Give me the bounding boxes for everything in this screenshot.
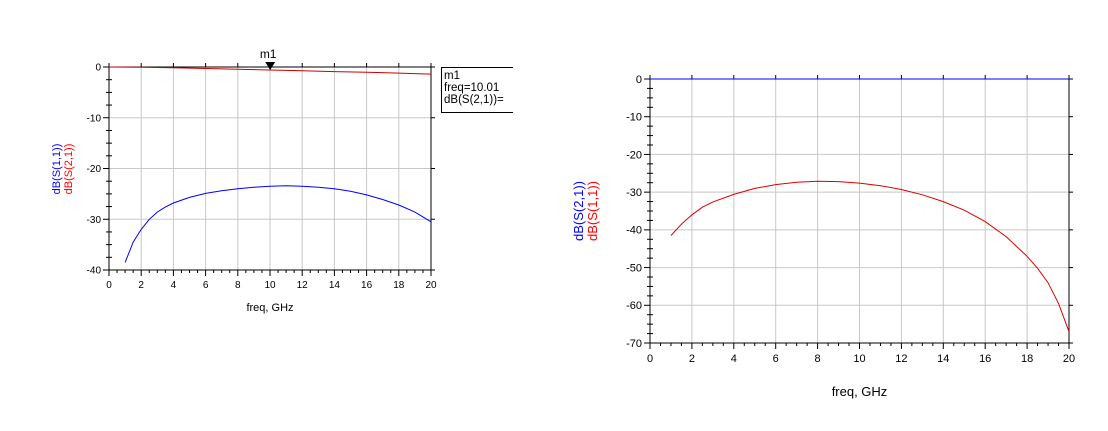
x-tick-label: 14 bbox=[937, 353, 949, 365]
y-axis-label: dB(S(1,1)) bbox=[51, 144, 63, 195]
x-tick-label: 16 bbox=[979, 353, 991, 365]
series-line-db-s-1-1- bbox=[124, 185, 432, 263]
x-axis-label: freq, GHz bbox=[832, 384, 888, 399]
y-tick-label: -60 bbox=[626, 300, 642, 312]
y-tick-label: -70 bbox=[626, 338, 642, 350]
y-tick-label: 0 bbox=[95, 63, 101, 74]
grid bbox=[108, 66, 432, 271]
x-tick-label: 10 bbox=[264, 280, 276, 291]
x-tick-label: 0 bbox=[647, 353, 653, 365]
series-line-db-s-2-1- bbox=[108, 66, 432, 75]
y-tick-label: -50 bbox=[626, 262, 642, 274]
x-tick-label: 0 bbox=[106, 280, 112, 291]
x-tick-label: 18 bbox=[1021, 353, 1033, 365]
chart-2: 0 2 4 6 8 10 12 14 16 18 20 0 -10 -20 -30 -40 -50 -60 -70 f… bbox=[571, 74, 1075, 399]
x-tick-label: 2 bbox=[689, 353, 695, 365]
y-axis-label: dB(S(2,1)) bbox=[63, 144, 75, 195]
series-line-db-s-1-1- bbox=[670, 180, 1070, 332]
y-tick-label: 0 bbox=[636, 74, 642, 86]
chart-1: 0 2 4 6 8 10 12 14 16 18 20 0 -10 -20 -30 -40 freq, GHz d… bbox=[51, 47, 513, 314]
y-tick-label: -20 bbox=[626, 149, 642, 161]
readout-line: m1 bbox=[444, 70, 460, 82]
y-axis-label: dB(S(1,1)) bbox=[585, 181, 600, 241]
axis-ticks bbox=[644, 75, 1073, 349]
y-tick-label: -30 bbox=[87, 215, 102, 226]
x-tick-label: 16 bbox=[361, 280, 373, 291]
x-tick-label: 8 bbox=[235, 280, 241, 291]
x-tick-label: 12 bbox=[297, 280, 309, 291]
y-tick-label: -20 bbox=[87, 164, 102, 175]
x-tick-label: 12 bbox=[895, 353, 907, 365]
x-tick-label: 20 bbox=[1063, 353, 1075, 365]
x-tick-label: 14 bbox=[329, 280, 341, 291]
axis-ticks bbox=[103, 63, 435, 276]
x-tick-label: 4 bbox=[171, 280, 177, 291]
marker-m1-triangle[interactable] bbox=[265, 62, 276, 71]
x-tick-label: 6 bbox=[203, 280, 209, 291]
y-axis-label: dB(S(2,1)) bbox=[571, 181, 586, 241]
y-tick-label: -10 bbox=[626, 112, 642, 124]
x-axis-label: freq, GHz bbox=[246, 302, 293, 314]
x-tick-label: 20 bbox=[425, 280, 437, 291]
x-tick-label: 6 bbox=[773, 353, 779, 365]
y-tick-label: -40 bbox=[626, 225, 642, 237]
y-tick-label: -30 bbox=[626, 187, 642, 199]
y-tick-label: -40 bbox=[87, 266, 102, 277]
x-tick-label: 4 bbox=[731, 353, 737, 365]
readout-line: dB(S(2,1))= bbox=[444, 94, 504, 106]
marker-m1-label: m1 bbox=[260, 47, 277, 61]
x-tick-label: 2 bbox=[138, 280, 144, 291]
y-tick-label: -10 bbox=[87, 113, 102, 124]
x-tick-label: 8 bbox=[815, 353, 821, 365]
x-tick-label: 18 bbox=[393, 280, 405, 291]
readout-line: freq=10.01 bbox=[444, 82, 499, 94]
readout-box bbox=[441, 67, 513, 113]
grid bbox=[649, 78, 1070, 344]
x-tick-label: 10 bbox=[853, 353, 865, 365]
